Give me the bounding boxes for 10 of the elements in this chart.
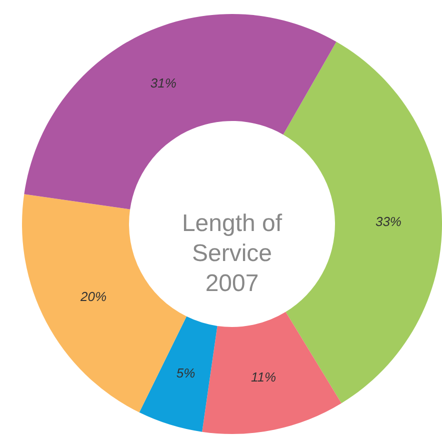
data-label: 11%: [250, 369, 276, 384]
data-label: 33%: [375, 214, 402, 229]
data-label: 20%: [80, 289, 107, 304]
donut-slice: [283, 42, 442, 404]
data-label: 31%: [150, 75, 176, 90]
text: Length of Service 2007: [182, 210, 282, 297]
data-label: 5%: [176, 366, 196, 381]
donut-slice: [139, 316, 218, 432]
donut-slice: [202, 312, 342, 434]
donut-slice: [24, 14, 336, 210]
